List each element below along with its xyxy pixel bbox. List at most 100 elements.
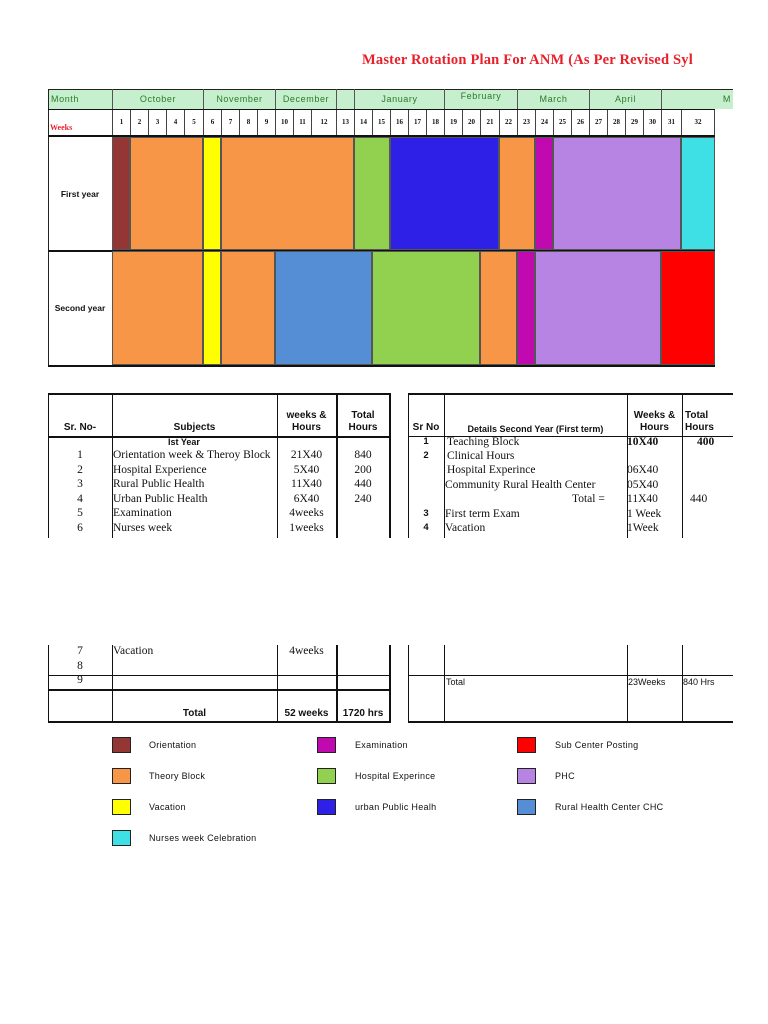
second_table-cell: 10X40 <box>627 436 659 448</box>
first_table-cell: Nurses week <box>113 522 173 534</box>
week-cell: 2 <box>130 109 148 135</box>
col-header: Total Hours <box>348 410 378 433</box>
month-cell: October <box>112 89 203 109</box>
second_table-cell: 05X40 <box>627 479 659 491</box>
second_table-cell: Community Rural Health Center <box>445 479 596 491</box>
first_table-cell: 4weeks <box>289 507 324 519</box>
second_table-cell: Vacation <box>445 522 486 534</box>
first_table-cell: 200 <box>354 464 372 476</box>
legend-label: Sub Center Posting <box>555 740 639 750</box>
week-cell: 5 <box>184 109 203 135</box>
col-header: Sr No <box>412 422 440 433</box>
legend-label: Examination <box>355 740 408 750</box>
week-cell: 25 <box>553 109 571 135</box>
subcenter-swatch-icon <box>517 737 536 753</box>
rotation-sheet: Master Rotation Plan For ANM (As Per Rev… <box>48 52 733 723</box>
second_table-cell: Teaching Block <box>447 436 520 448</box>
col-header: Details Second Year (First term) <box>467 424 604 434</box>
first_table-cell: 7 <box>77 645 83 657</box>
second_table-cell: Total = <box>572 493 605 505</box>
block-theory <box>221 251 275 365</box>
total-weeks: 52 weeks <box>284 708 329 719</box>
first_table-cell: 4 <box>77 493 83 505</box>
first_table-cell: 4weeks <box>289 645 324 657</box>
col-header: Subjects <box>173 422 216 433</box>
second_table-cell: 1Week <box>627 522 659 534</box>
week-cell: 26 <box>571 109 589 135</box>
block-orientation <box>112 137 130 250</box>
week-cell: 15 <box>372 109 390 135</box>
total-hours: 1720 hrs <box>342 708 384 719</box>
month-label: Month <box>48 89 112 109</box>
phc-swatch-icon <box>517 768 536 784</box>
block-vacation <box>203 137 221 250</box>
block-theory <box>112 251 203 365</box>
first_table-cell: 440 <box>354 478 372 490</box>
second_table-cell: 11X40 <box>627 493 658 505</box>
second_table-cell: 4 <box>423 522 429 533</box>
first_table-cell: 3 <box>77 478 83 490</box>
week-cell: 4 <box>166 109 184 135</box>
col-header: Total Hours <box>685 410 714 433</box>
week-cell: 27 <box>589 109 607 135</box>
theory-swatch-icon <box>112 768 131 784</box>
month-row <box>48 89 733 109</box>
first_table-cell: 6X40 <box>293 493 320 505</box>
week-cell: 22 <box>499 109 517 135</box>
block-theory <box>130 137 203 250</box>
week-cell: 19 <box>444 109 462 135</box>
week-cell: 3 <box>148 109 166 135</box>
second_table-cell: Hospital Experince <box>447 464 536 476</box>
row-header-cell <box>48 251 112 365</box>
first_table-cell: 11X40 <box>291 478 322 490</box>
block-rural <box>275 251 372 365</box>
week-cell: 32 <box>681 109 715 135</box>
first_table-cell: 5X40 <box>293 464 320 476</box>
second_table-cell: 400 <box>697 436 715 448</box>
block-hospital <box>354 137 390 250</box>
month-cell: November <box>203 89 275 109</box>
row-label: First year <box>60 188 100 199</box>
legend-label: urban Public Healh <box>355 802 437 812</box>
legend-label: PHC <box>555 771 575 781</box>
second_table-cell: 440 <box>690 493 708 505</box>
first_table-cell: 5 <box>77 507 83 519</box>
second_table-cell: 3 <box>423 508 429 519</box>
first_table-cell: 240 <box>354 493 372 505</box>
divider <box>48 365 715 367</box>
total-hours: 840 Hrs <box>683 677 715 687</box>
first_table-cell: 1 <box>77 449 83 461</box>
block-theory <box>499 137 535 250</box>
week-cell: 24 <box>535 109 553 135</box>
weeks-label: Weeks <box>50 123 73 132</box>
block-theory <box>480 251 517 365</box>
legend-label: Orientation <box>149 740 197 750</box>
week-cell: 31 <box>661 109 681 135</box>
vacation-swatch-icon <box>112 799 131 815</box>
week-cell: 6 <box>203 109 221 135</box>
block-vacation <box>203 251 221 365</box>
week-cell: 28 <box>607 109 625 135</box>
first_table-cell: Rural Public Health <box>113 478 205 490</box>
page-title: Master Rotation Plan For ANM (As Per Rev… <box>362 52 693 68</box>
week-cell: 21 <box>480 109 499 135</box>
first_table-cell: 9 <box>77 674 83 686</box>
first_table-cell: 6 <box>77 522 83 534</box>
week-cell: 23 <box>517 109 535 135</box>
month-cell: February <box>444 89 517 109</box>
week-cell: 16 <box>390 109 408 135</box>
week-cell: 11 <box>293 109 311 135</box>
legend-label: Rural Health Center CHC <box>555 802 664 812</box>
month-cell <box>336 89 354 109</box>
block-theory <box>221 137 354 250</box>
month-cell: March <box>517 89 589 109</box>
first_table-cell: 840 <box>354 449 372 461</box>
legend-label: Hospital Experince <box>355 771 436 781</box>
first_table-cell: Urban Public Health <box>113 493 208 505</box>
divider <box>48 135 715 137</box>
week-cell: 8 <box>239 109 257 135</box>
section-label: Ist Year <box>168 437 200 447</box>
block-exam <box>535 137 553 250</box>
month-cell: December <box>275 89 336 109</box>
second_table-cell: 1 <box>423 436 429 447</box>
